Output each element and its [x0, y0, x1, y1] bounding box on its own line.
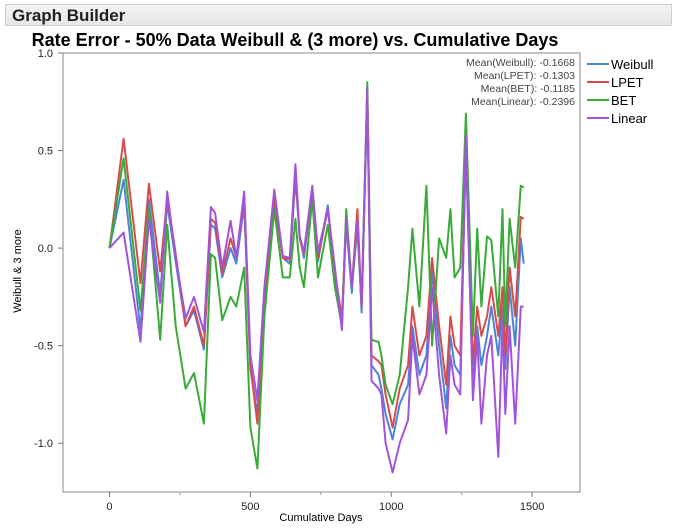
y-axis: -1.0 -0.5 0.0 0.5 1.0 — [34, 48, 63, 450]
x-tick-label: 1000 — [379, 501, 403, 513]
mean-annotation: Mean(BET): -0.1185 — [481, 83, 576, 95]
legend-entry: Linear — [611, 111, 648, 126]
legend-entry: Weibull — [611, 57, 654, 72]
x-tick-label: 500 — [241, 501, 259, 513]
mean-annotation: Mean(LPET): -0.1303 — [474, 70, 575, 82]
chart-title: Rate Error - 50% Data Weibull & (3 more)… — [32, 30, 559, 50]
window-title: Graph Builder — [12, 6, 126, 25]
series-line-linear — [108, 87, 524, 474]
legend-entry: LPET — [611, 75, 644, 90]
x-axis-label: Cumulative Days — [279, 512, 363, 524]
mean-annotation: Mean(Weibull): -0.1668 — [466, 57, 575, 69]
y-tick-label: 0.5 — [38, 146, 53, 158]
y-tick-label: 0.0 — [38, 243, 53, 255]
x-tick-label: 1500 — [520, 501, 544, 513]
legend: Weibull LPET BET Linear — [587, 57, 654, 126]
window-title-bar: Graph Builder — [5, 4, 672, 26]
y-tick-label: 1.0 — [38, 48, 53, 60]
x-tick-label: 0 — [106, 501, 112, 513]
y-tick-label: -0.5 — [34, 341, 53, 353]
mean-annotation: Mean(Linear): -0.2396 — [471, 96, 575, 108]
plot-frame — [62, 52, 581, 493]
legend-entry: BET — [611, 93, 636, 108]
y-tick-label: -1.0 — [34, 438, 53, 450]
x-axis: 0 500 1000 1500 — [106, 492, 544, 513]
y-axis-label: Weibull & 3 more — [12, 229, 24, 313]
series-layer — [108, 81, 525, 474]
